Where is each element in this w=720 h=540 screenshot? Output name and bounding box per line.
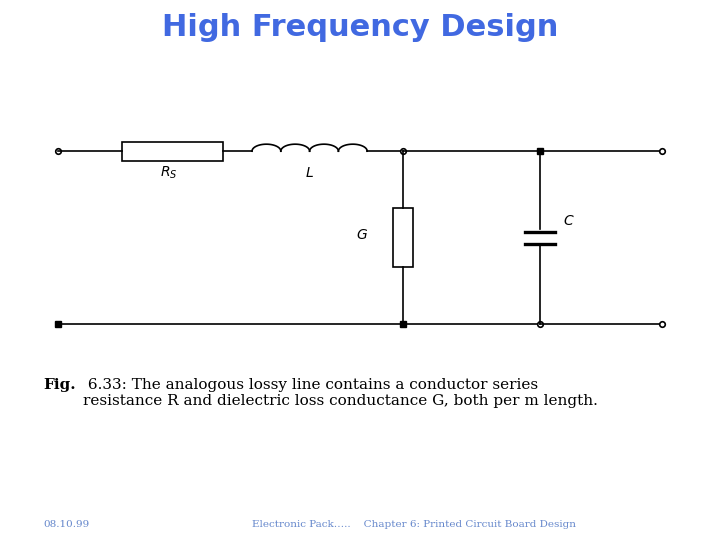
- Text: Fig.: Fig.: [43, 378, 76, 392]
- Text: L: L: [306, 166, 313, 180]
- Bar: [393, 208, 413, 267]
- Text: Electronic Pack…..    Chapter 6: Printed Circuit Board Design: Electronic Pack….. Chapter 6: Printed Ci…: [252, 520, 576, 529]
- Text: C: C: [563, 214, 573, 228]
- Text: R$_S$: R$_S$: [161, 165, 178, 181]
- Text: 6.33: The analogous lossy line contains a conductor series
resistance R and diel: 6.33: The analogous lossy line contains …: [83, 378, 598, 408]
- Bar: [122, 141, 223, 160]
- Text: G: G: [356, 228, 367, 242]
- Text: 08.10.99: 08.10.99: [43, 520, 89, 529]
- Text: High Frequency Design: High Frequency Design: [162, 14, 558, 43]
